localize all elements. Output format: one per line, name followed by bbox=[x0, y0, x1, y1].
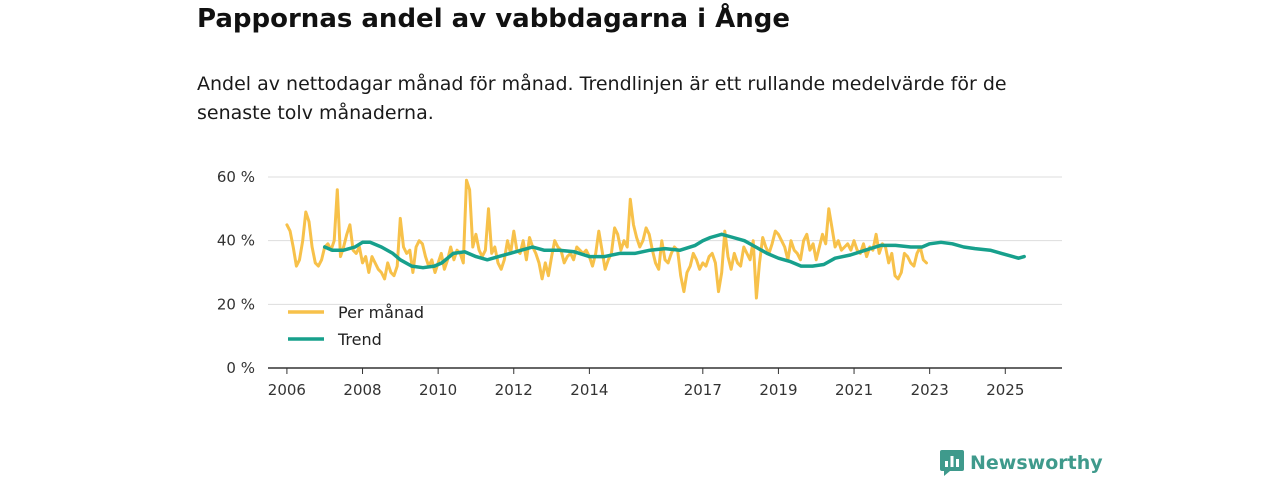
x-tick-label: 2023 bbox=[911, 381, 949, 399]
series-line-per-manad bbox=[285, 178, 928, 300]
x-tick-label: 2012 bbox=[495, 381, 533, 399]
legend: Per månad Trend bbox=[288, 303, 424, 349]
y-tick-label: 20 % bbox=[217, 295, 255, 313]
y-tick-label: 60 % bbox=[217, 168, 255, 186]
y-tick-label: 40 % bbox=[217, 232, 255, 250]
series-lines bbox=[285, 178, 1026, 300]
series-line-trend bbox=[322, 232, 1026, 270]
x-axis: 2006 2008 2010 2012 2014 2017 2019 2021 2023 2025 bbox=[268, 367, 1062, 399]
x-tick-label: 2006 bbox=[268, 381, 306, 399]
legend-label: Per månad bbox=[338, 303, 424, 322]
grid-lines bbox=[268, 176, 1062, 305]
page-title: Pappornas andel av vabbdagarna i Ånge bbox=[197, 4, 790, 34]
chart-subtitle: Andel av nettodagar månad för månad. Tre… bbox=[197, 73, 1007, 124]
y-tick-label: 0 % bbox=[226, 359, 255, 377]
legend-label: Trend bbox=[337, 330, 382, 349]
x-tick-label: 2025 bbox=[986, 381, 1024, 399]
x-tick-label: 2010 bbox=[419, 381, 457, 399]
x-tick-label: 2017 bbox=[684, 381, 722, 399]
x-tick-label: 2008 bbox=[343, 381, 381, 399]
brand-logo[interactable]: Newsworthy bbox=[940, 450, 1103, 476]
y-axis-ticks: 0 % 20 % 40 % 60 % bbox=[217, 168, 255, 377]
x-tick-label: 2014 bbox=[570, 381, 608, 399]
x-tick-label: 2021 bbox=[835, 381, 873, 399]
newsworthy-logo-icon bbox=[940, 450, 964, 476]
brand-name: Newsworthy bbox=[970, 452, 1103, 474]
x-tick-label: 2019 bbox=[759, 381, 797, 399]
